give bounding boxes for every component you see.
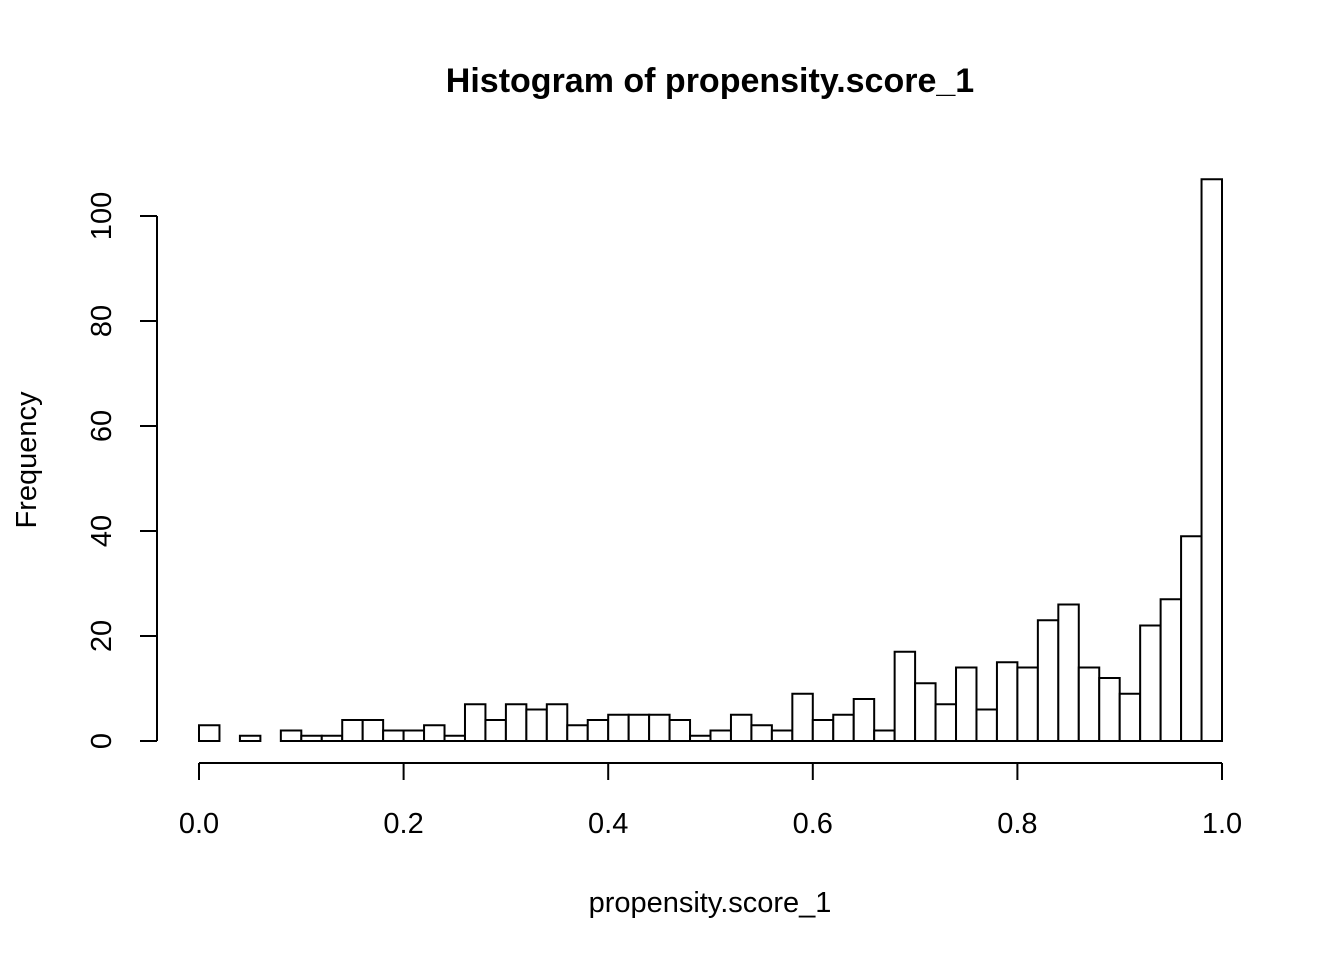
x-tick-label: 1.0 (1202, 808, 1242, 840)
histogram-bar (1139, 624, 1162, 742)
histogram-bar (852, 698, 876, 742)
histogram-bar (1180, 535, 1203, 742)
x-tick-label: 0.8 (997, 808, 1037, 840)
histogram-bar (893, 650, 917, 742)
histogram-bar (1057, 603, 1080, 742)
histogram-bar (423, 724, 446, 742)
histogram-bar (648, 713, 671, 742)
histogram-bar (729, 713, 753, 742)
histogram-bar (484, 719, 507, 742)
histogram-bar (1077, 666, 1101, 742)
y-tick-label: 20 (86, 620, 118, 652)
y-axis-label: Frequency (11, 391, 43, 529)
x-axis: 0.0 0.2 0.4 0.6 0.8 1.0 (179, 762, 1242, 840)
histogram-bar (832, 713, 855, 742)
y-ticks: 0 20 40 60 80 100 (86, 192, 157, 749)
histogram-bar (504, 703, 528, 742)
histogram-bar (238, 734, 262, 742)
histogram-bar (443, 734, 466, 742)
histogram-bar (279, 729, 303, 742)
histogram-bar (1200, 178, 1224, 742)
x-axis-label: propensity.score_1 (589, 887, 832, 919)
histogram-bar (1036, 619, 1060, 742)
histogram-bar (320, 734, 344, 742)
histogram-bar (463, 703, 487, 742)
histogram-bar (914, 682, 937, 742)
y-tick-label: 60 (86, 410, 118, 442)
histogram-bar (566, 724, 589, 742)
histogram-bar (791, 692, 814, 742)
histogram-bar (545, 703, 569, 742)
histogram-bar (525, 708, 548, 742)
histogram-bar (382, 729, 405, 742)
y-tick-label: 100 (86, 192, 118, 240)
histogram-bar (341, 719, 364, 742)
histogram-bar (709, 729, 732, 742)
histogram-bar (1016, 666, 1039, 742)
histogram-bar (934, 703, 958, 742)
histogram-bar (689, 734, 712, 742)
histogram-bar (750, 724, 773, 742)
histogram-bar (811, 719, 835, 742)
y-tick-label: 40 (86, 515, 118, 547)
histogram-bar (1159, 598, 1183, 742)
chart-title: Histogram of propensity.score_1 (446, 62, 974, 100)
histogram-bar (668, 719, 692, 742)
x-tick-label: 0.0 (179, 808, 219, 840)
histogram-bar (627, 713, 651, 742)
y-tick-label: 80 (86, 305, 118, 337)
x-ticks: 0.0 0.2 0.4 0.6 0.8 1.0 (179, 763, 1242, 840)
histogram-bar (770, 729, 794, 742)
histogram-bar (300, 734, 323, 742)
histogram-bar (955, 666, 978, 742)
y-tick-label: 0 (86, 733, 118, 749)
histogram-bar (1098, 677, 1121, 742)
histogram-bar (361, 719, 385, 742)
histogram-bar (586, 719, 610, 742)
x-tick-label: 0.2 (383, 808, 423, 840)
histogram-bar (198, 724, 221, 742)
histogram-bar (402, 729, 426, 742)
y-axis: 0 20 40 60 80 100 (86, 192, 158, 749)
x-tick-label: 0.6 (793, 808, 833, 840)
histogram-bar (607, 713, 630, 742)
histogram-bar (975, 708, 998, 742)
x-tick-label: 0.4 (588, 808, 628, 840)
histogram-bar (1118, 692, 1142, 742)
bars-group (198, 178, 1224, 742)
histogram-bar (995, 661, 1019, 742)
histogram-bar (873, 729, 896, 742)
